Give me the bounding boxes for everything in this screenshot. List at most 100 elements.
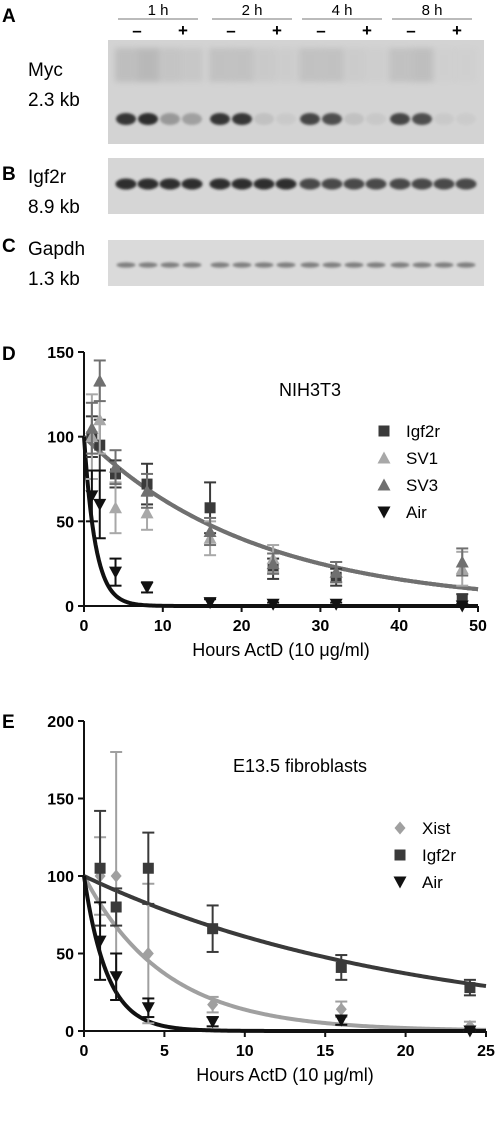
blot-band [116, 113, 136, 125]
timepoint-label: 8 h [422, 2, 443, 19]
x-tick-label: 20 [397, 1043, 415, 1060]
x-tick-label: 15 [316, 1043, 334, 1060]
blot-band [182, 113, 202, 125]
blot-band [275, 178, 297, 190]
y-tick-label: 50 [56, 947, 74, 964]
legend-marker [377, 451, 391, 464]
x-tick-label: 30 [312, 618, 330, 635]
blot-c-gene-label: Gapdh [28, 239, 85, 260]
blot-smear [433, 48, 455, 82]
blot-c-bands [116, 262, 476, 268]
blot-band [232, 262, 252, 268]
blot-band [390, 113, 410, 125]
legend-label: SV3 [406, 476, 438, 495]
legend: Igf2r SV1 SV3 Air [377, 422, 440, 522]
y-tick-label: 150 [47, 792, 74, 809]
legend: Xist Igf2r Air [393, 819, 456, 892]
y-tick-label: 50 [56, 514, 74, 531]
minus-label: – [226, 21, 235, 40]
timepoint-label: 2 h [242, 2, 263, 19]
data-point [142, 947, 154, 960]
blot-band [159, 178, 181, 190]
y-tick-label: 100 [47, 430, 74, 447]
minus-label: – [132, 21, 141, 40]
blot-a-gene-label: Myc [28, 60, 63, 81]
blot-band [300, 262, 320, 268]
blot-band [137, 178, 159, 190]
blot-panel-c: C Gapdh 1.3 kb [2, 236, 484, 290]
data-point [109, 501, 123, 514]
series-igf2r [94, 809, 476, 997]
x-tick-label: 0 [80, 1043, 89, 1060]
data-point [109, 460, 123, 473]
blot-band [411, 178, 433, 190]
fit-curve-xist [82, 875, 487, 1032]
blot-panel-a: A Myc 2.3 kb 1 h 2 h 4 h 8 h – + – + – +… [2, 2, 484, 144]
blot-band [412, 113, 432, 125]
y-tick-label: 150 [47, 345, 74, 362]
panel-letter-b: B [2, 164, 16, 185]
blot-band [254, 262, 274, 268]
blot-band [232, 113, 252, 125]
panel-letter-e: E [2, 712, 15, 733]
data-point [85, 490, 99, 503]
timepoint-label: 4 h [332, 2, 353, 19]
blot-band [343, 178, 365, 190]
blot-smear [365, 48, 387, 82]
blot-band [160, 113, 180, 125]
blot-b-bands [115, 178, 477, 190]
timepoint-label: 1 h [148, 2, 169, 19]
blot-band [253, 178, 275, 190]
legend-marker [394, 821, 406, 835]
blot-band [412, 262, 432, 268]
legend-label: Xist [422, 819, 451, 838]
data-point [141, 1002, 155, 1015]
data-point [85, 421, 99, 434]
blot-band [182, 262, 202, 268]
blot-smear [321, 48, 343, 82]
fit-curve-air [82, 436, 478, 608]
blot-band [344, 262, 364, 268]
series-air [85, 469, 469, 613]
data-point [463, 1025, 477, 1038]
data-point [93, 498, 107, 511]
blot-band [254, 113, 274, 125]
blot-c-size-label: 1.3 kb [28, 269, 80, 290]
series-air [93, 901, 477, 1038]
blot-band [115, 178, 137, 190]
legend-label: Air [422, 873, 443, 892]
blot-band [160, 262, 180, 268]
data-point [142, 862, 154, 874]
data-point [464, 982, 476, 994]
blot-smear [275, 48, 297, 82]
data-point [266, 557, 280, 570]
panel-letter-c: C [2, 236, 16, 257]
data-point [329, 565, 343, 578]
blot-a-size-label: 2.3 kb [28, 90, 80, 111]
timepoint-headers: 1 h 2 h 4 h 8 h – + – + – + – + [118, 2, 472, 40]
blot-band [321, 178, 343, 190]
legend-label: Igf2r [422, 846, 456, 865]
legend-marker [393, 876, 407, 889]
data-point [455, 600, 469, 613]
blot-panel-b: B Igf2r 8.9 kb [2, 158, 484, 218]
blot-band [456, 262, 476, 268]
legend-marker [377, 478, 391, 491]
blot-band [455, 178, 477, 190]
data-point [140, 506, 154, 519]
blot-smear [455, 48, 477, 82]
blot-band [456, 113, 476, 125]
y-tick-label: 0 [65, 1024, 74, 1041]
blot-band [138, 262, 158, 268]
y-tick-label: 0 [65, 599, 74, 616]
blot-band [116, 262, 136, 268]
x-tick-label: 10 [154, 618, 172, 635]
blot-band [434, 113, 454, 125]
data-point [203, 597, 217, 610]
blot-smear [389, 48, 411, 82]
chart-title: NIH3T3 [279, 380, 341, 400]
data-point [109, 971, 123, 984]
data-point [110, 869, 122, 883]
data-point [334, 1014, 348, 1027]
